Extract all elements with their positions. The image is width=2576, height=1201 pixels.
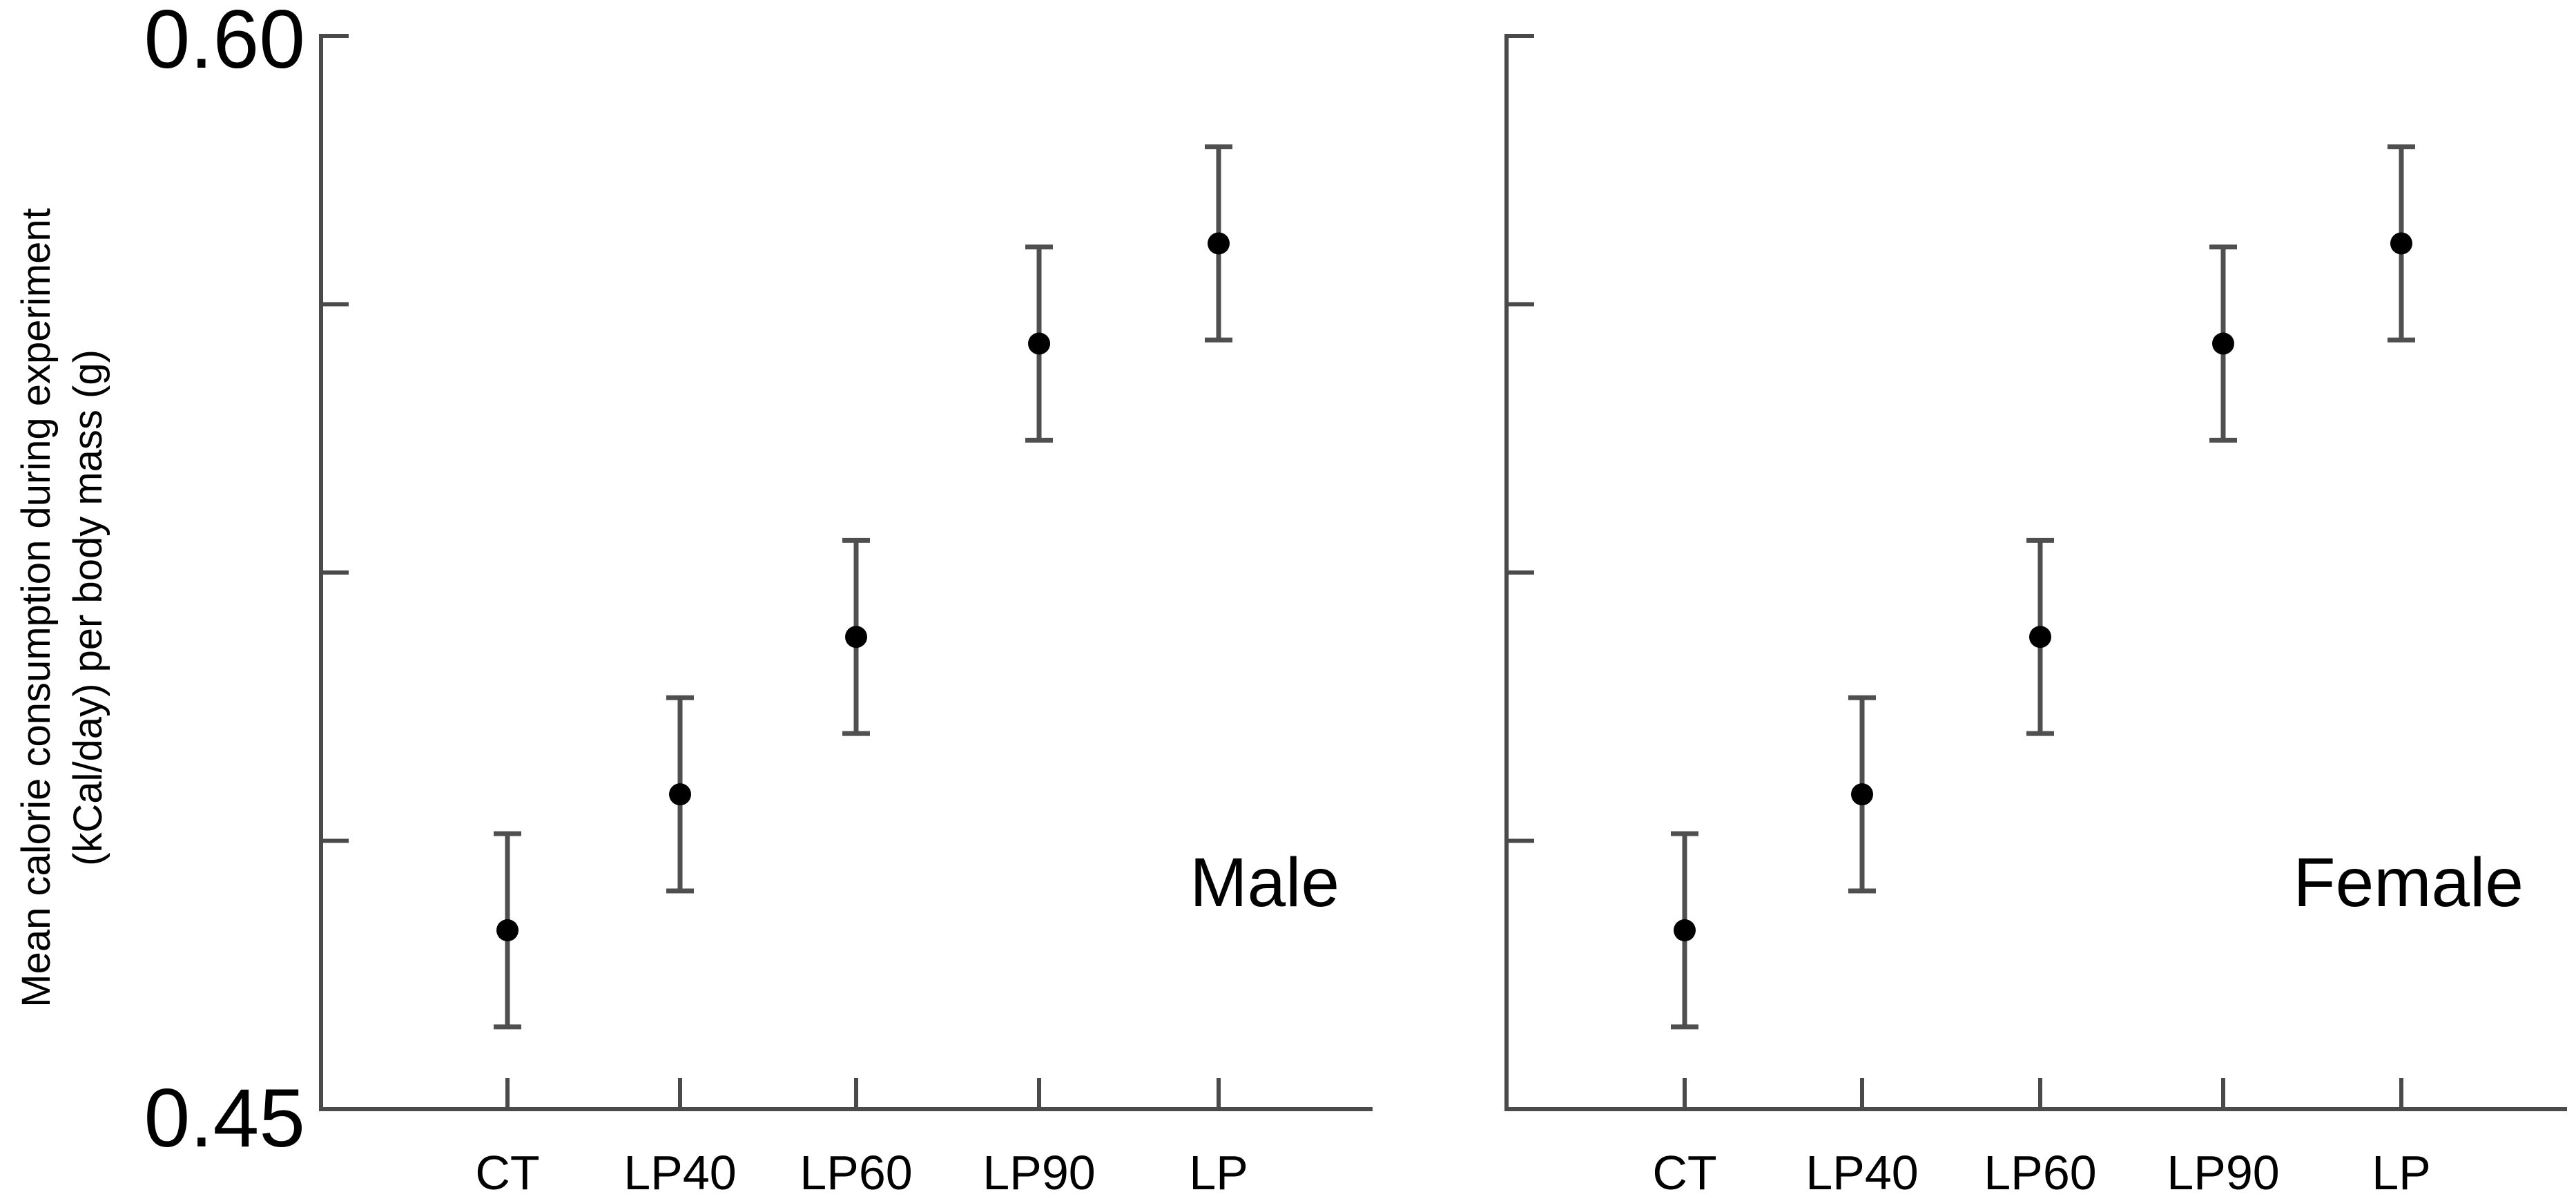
y-axis-title: Mean calorie consumption during experime… xyxy=(14,208,110,1007)
female-category-label-LP40: LP40 xyxy=(1805,1146,1918,1200)
male-category-label-LP40: LP40 xyxy=(623,1146,736,1200)
male-point-CT xyxy=(496,919,519,941)
female-point-CT xyxy=(1674,919,1696,941)
male-panel-label: Male xyxy=(1190,844,1339,921)
female-point-LP60 xyxy=(2029,626,2051,648)
male-point-LP90 xyxy=(1028,332,1050,355)
male-point-LP40 xyxy=(669,783,691,806)
y-axis-title-line2: (kCal/day) per body mass (g) xyxy=(66,349,110,866)
male-category-label-LP60: LP60 xyxy=(800,1146,912,1200)
male-point-LP xyxy=(1208,232,1230,255)
female-point-LP90 xyxy=(2212,332,2234,355)
y-tick-label-bottom: 0.45 xyxy=(144,1072,305,1164)
female-category-label-LP60: LP60 xyxy=(1984,1146,2096,1200)
male-x-ticks xyxy=(505,1078,1221,1109)
female-panel: CT LP40 LP60 LP90 LP Female xyxy=(1504,34,2567,1200)
female-points xyxy=(1674,232,2412,941)
female-category-labels: CT LP40 LP60 LP90 LP xyxy=(1652,1146,2430,1200)
female-x-ticks xyxy=(1683,1078,2403,1109)
male-category-labels: CT LP40 LP60 LP90 LP xyxy=(475,1146,1248,1200)
y-axis-title-line1: Mean calorie consumption during experime… xyxy=(14,208,59,1007)
female-category-label-LP: LP xyxy=(2372,1146,2431,1200)
female-y-ticks xyxy=(1507,34,1534,1111)
female-category-label-LP90: LP90 xyxy=(2167,1146,2279,1200)
y-tick-label-top: 0.60 xyxy=(144,0,305,86)
male-category-label-CT: CT xyxy=(475,1146,539,1200)
female-axes xyxy=(1504,34,2567,1111)
male-error-bars xyxy=(494,144,1232,1030)
female-panel-label: Female xyxy=(2294,844,2524,921)
female-point-LP xyxy=(2390,232,2412,255)
male-points xyxy=(496,232,1230,941)
male-axes xyxy=(319,34,1373,1111)
male-point-LP60 xyxy=(845,626,867,648)
female-category-label-CT: CT xyxy=(1652,1146,1716,1200)
male-category-label-LP: LP xyxy=(1189,1146,1248,1200)
female-point-LP40 xyxy=(1851,783,1873,806)
male-panel: CT LP40 LP60 LP90 LP 0.60 0.45 Male xyxy=(144,0,1373,1200)
male-category-label-LP90: LP90 xyxy=(982,1146,1095,1200)
male-y-ticks xyxy=(321,34,349,1111)
